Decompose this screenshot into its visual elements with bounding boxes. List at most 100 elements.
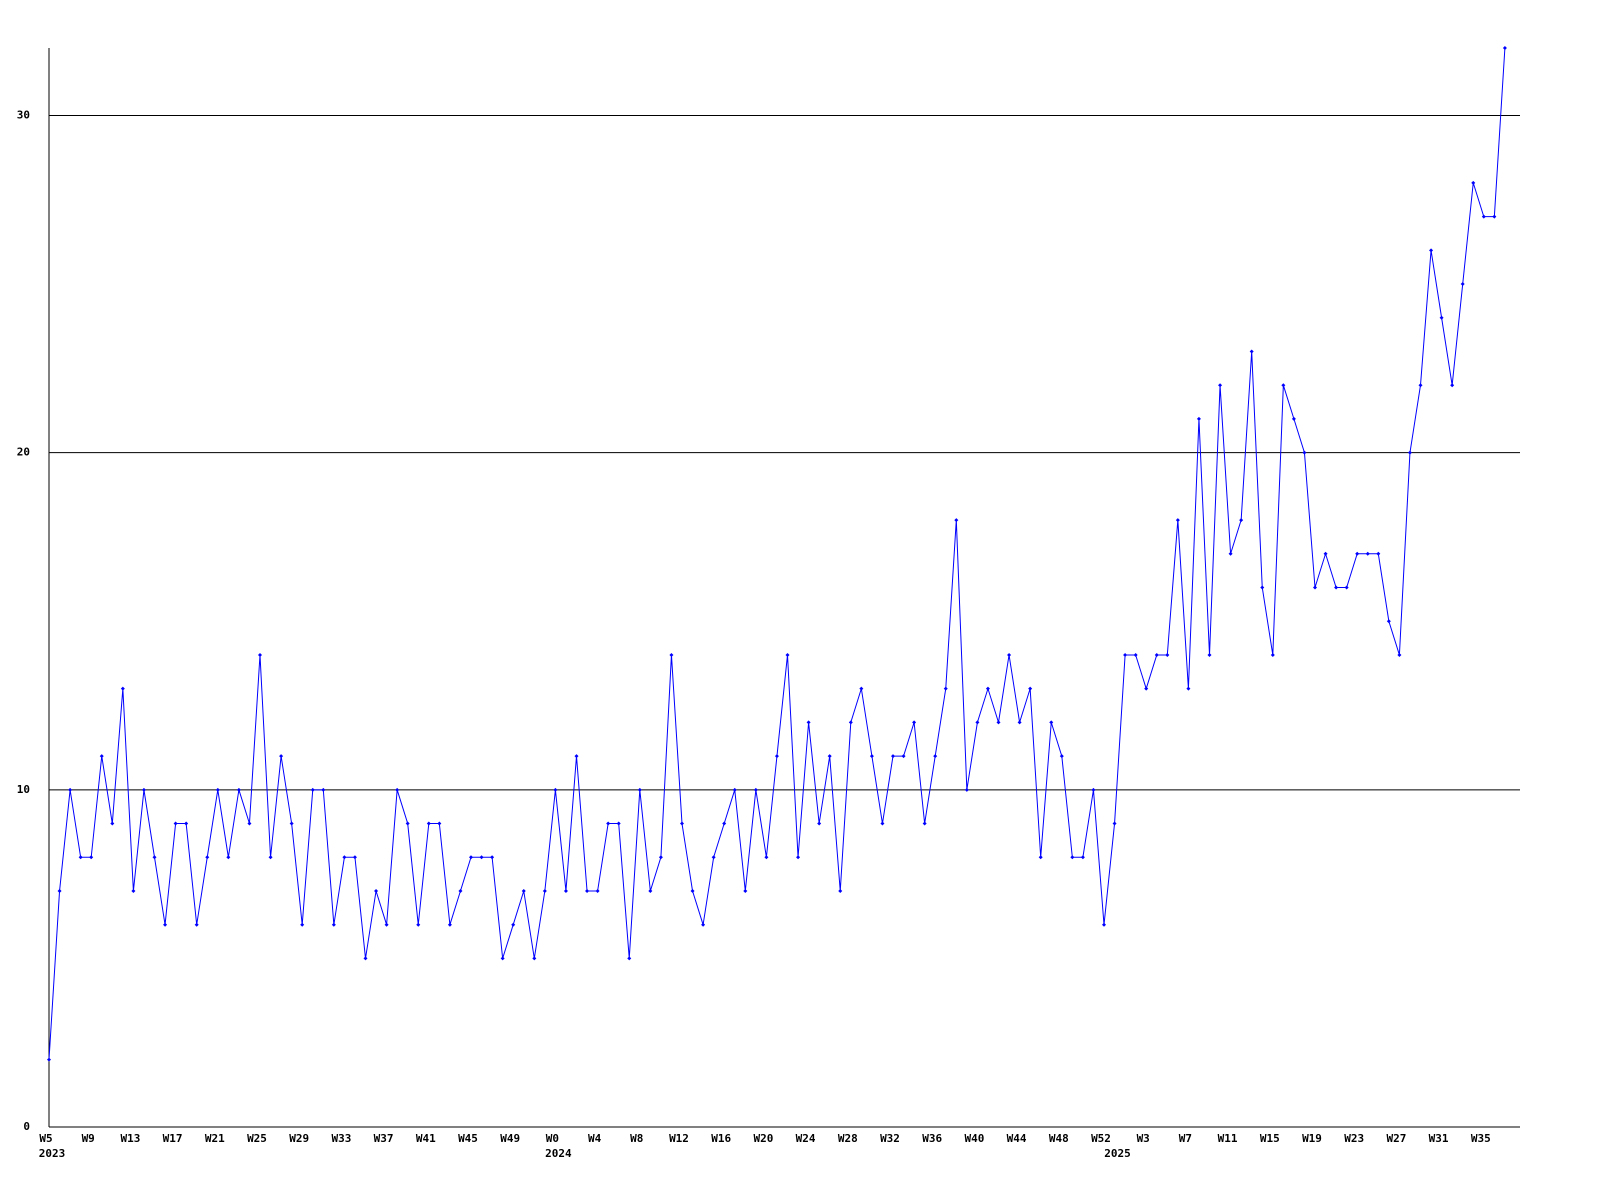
point — [1450, 383, 1455, 388]
point — [1460, 282, 1465, 287]
point — [774, 754, 779, 759]
point — [943, 686, 948, 691]
point — [78, 855, 83, 860]
point — [321, 787, 326, 792]
point — [1017, 720, 1022, 725]
x-tick-label: W21 — [205, 1132, 225, 1145]
x-tick-label: W29 — [289, 1132, 309, 1145]
point — [1196, 416, 1201, 421]
point — [1049, 720, 1054, 725]
point — [553, 787, 558, 792]
point — [1175, 518, 1180, 523]
point — [1239, 518, 1244, 523]
point — [1028, 686, 1033, 691]
point — [964, 787, 969, 792]
point — [1038, 855, 1043, 860]
point — [110, 821, 115, 826]
point — [89, 855, 94, 860]
point — [1186, 686, 1191, 691]
point — [859, 686, 864, 691]
point — [500, 956, 505, 961]
x-tick-label: W16 — [711, 1132, 731, 1145]
x-tick-label: W27 — [1386, 1132, 1406, 1145]
point — [796, 855, 801, 860]
x-tick-label: W5 — [39, 1132, 52, 1145]
x-tick-label: W36 — [922, 1132, 942, 1145]
point — [479, 855, 484, 860]
point — [616, 821, 621, 826]
point — [1270, 652, 1275, 657]
point — [1365, 551, 1370, 556]
point — [827, 754, 832, 759]
x-year-label: 2025 — [1104, 1147, 1131, 1160]
point — [205, 855, 210, 860]
point — [869, 754, 874, 759]
x-tick-label: W48 — [1049, 1132, 1069, 1145]
point — [521, 888, 526, 893]
point — [363, 956, 368, 961]
point — [1492, 214, 1497, 219]
point — [563, 888, 568, 893]
point — [891, 754, 895, 759]
x-tick-label: W7 — [1179, 1132, 1192, 1145]
point — [447, 922, 452, 927]
point — [1376, 551, 1381, 556]
point — [1323, 551, 1328, 556]
point — [331, 922, 336, 927]
x-tick-label: W28 — [838, 1132, 858, 1145]
point — [342, 855, 347, 860]
point — [933, 754, 938, 759]
point — [511, 922, 516, 927]
point — [1165, 652, 1170, 657]
point — [1207, 652, 1212, 657]
point — [1355, 551, 1360, 556]
x-year-label: 2023 — [39, 1147, 66, 1160]
x-tick-label: W40 — [964, 1132, 984, 1145]
point — [985, 686, 990, 691]
point — [1281, 383, 1286, 388]
x-tick-label: W24 — [796, 1132, 816, 1145]
x-tick-label: W9 — [82, 1132, 95, 1145]
point — [1249, 349, 1254, 354]
y-tick-label: 10 — [17, 783, 30, 796]
point — [954, 518, 959, 523]
point — [1260, 585, 1265, 590]
point — [1007, 652, 1012, 657]
point — [1302, 450, 1307, 455]
point — [1313, 585, 1317, 590]
point — [817, 821, 822, 826]
point — [1397, 652, 1402, 657]
point — [574, 754, 579, 759]
point — [848, 720, 853, 725]
point — [1291, 416, 1296, 421]
x-tick-label: W37 — [374, 1132, 394, 1145]
point — [131, 888, 136, 893]
x-tick-label: W44 — [1007, 1132, 1027, 1145]
x-tick-label: W31 — [1429, 1132, 1449, 1145]
point — [1228, 551, 1233, 556]
point — [880, 821, 885, 826]
point — [637, 787, 642, 792]
point — [268, 855, 273, 860]
point — [690, 888, 695, 893]
x-year-label: 2024 — [545, 1147, 572, 1160]
point — [194, 922, 199, 927]
point — [901, 754, 906, 759]
point — [310, 787, 315, 792]
point — [753, 787, 758, 792]
point — [764, 855, 769, 860]
point — [595, 888, 600, 893]
point — [680, 821, 684, 826]
point — [912, 720, 917, 725]
point — [184, 821, 189, 826]
point — [1123, 652, 1128, 657]
x-tick-label: W4 — [588, 1132, 602, 1145]
point — [395, 787, 400, 792]
point — [701, 922, 706, 927]
point — [152, 855, 157, 860]
point — [57, 888, 62, 893]
point — [606, 821, 611, 826]
point — [532, 956, 537, 961]
